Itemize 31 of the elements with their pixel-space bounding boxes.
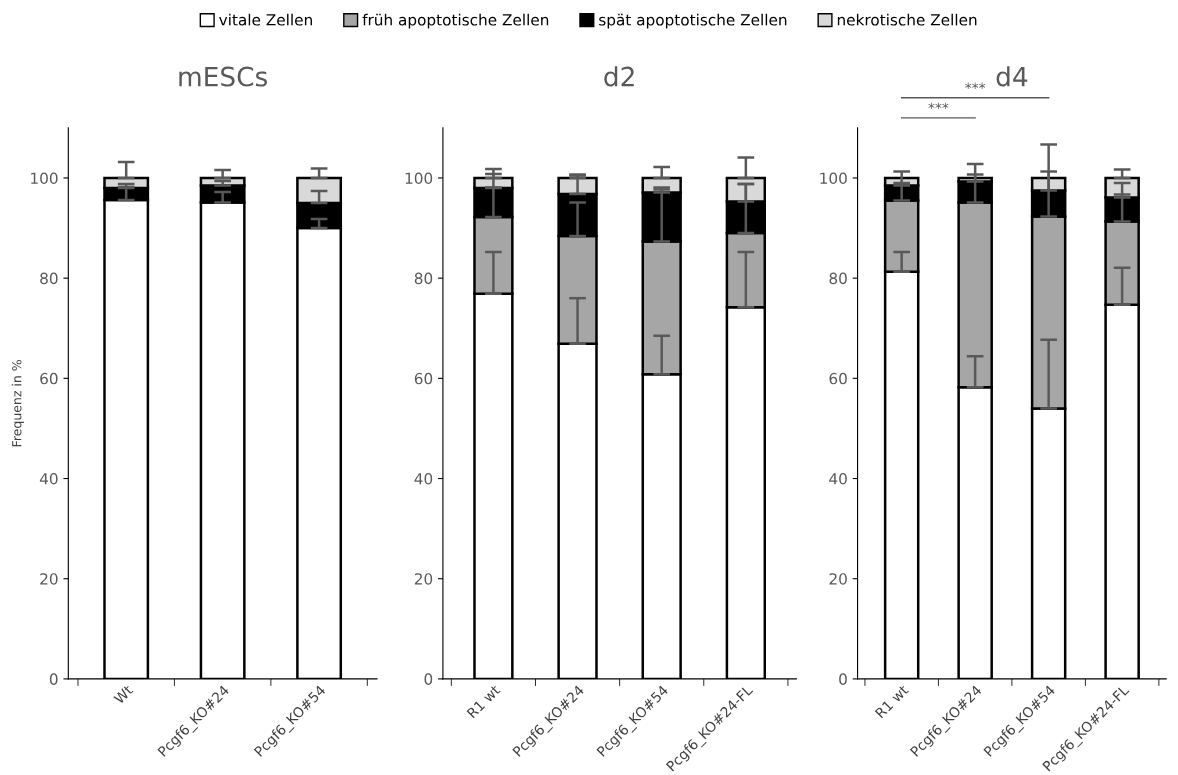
legend-label: spät apoptotische Zellen [599,13,787,29]
y-tick-label: 0 [49,673,58,685]
y-tick-label: 40 [39,472,58,485]
y-tick-label: 100 [31,172,58,184]
text: *** [928,102,949,109]
y-tick-label: 20 [829,573,847,585]
y-tick-label: 80 [40,272,58,285]
chart-title: d4 [996,66,1028,87]
y-tick-label: 0 [839,673,847,685]
chart-title: d2 [604,66,634,87]
x-tick-label: R1 wt [874,684,909,719]
y-tick-label: 0 [424,673,433,685]
x-tick-label: Wt [113,684,134,705]
chart-title: mESCs [179,66,268,87]
y-tick-label: 100 [405,172,433,184]
legend-label: früh apoptotische Zellen [362,13,549,29]
y-axis-title: Frequenz in % [11,360,24,447]
text: *** [965,82,986,89]
y-tick-label: 40 [414,472,433,485]
y-tick-label: 100 [820,172,847,184]
y-tick-label: 60 [414,372,433,385]
y-tick-label: 60 [829,372,847,385]
y-tick-label: 20 [414,573,433,585]
y-tick-label: 60 [40,372,58,385]
y-tick-label: 80 [829,272,847,285]
x-tick-label: R1 wt [466,684,501,719]
y-tick-label: 80 [414,272,433,285]
legend-label: vitale Zellen [219,13,312,26]
legend-label: nekrotische Zellen [837,13,977,26]
y-tick-label: 40 [829,472,847,485]
y-tick-label: 20 [40,573,58,585]
